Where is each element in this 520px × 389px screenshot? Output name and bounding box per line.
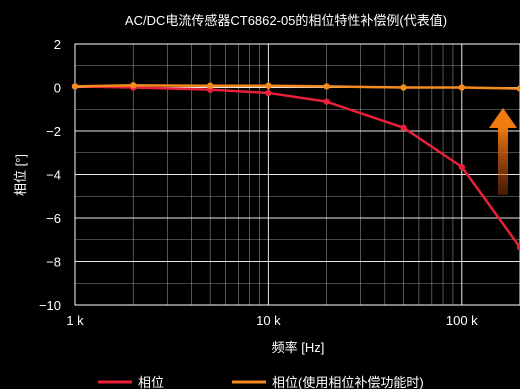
y-tick-label: −6 <box>46 211 61 226</box>
y-tick-labels: 2 0 −2 −4 −6 −8 −10 <box>39 37 61 313</box>
y-tick-label: 2 <box>54 37 61 52</box>
x-tick-labels: 1 k 10 k 100 k <box>66 313 478 328</box>
y-axis-label: 相位 [°] <box>13 154 28 196</box>
plot-frame <box>74 43 520 306</box>
data-point-compensated <box>458 84 465 91</box>
data-point-compensated <box>400 84 407 91</box>
data-point-phase <box>265 89 272 97</box>
data-point-compensated <box>265 82 272 89</box>
x-tick-label: 100 k <box>446 313 478 328</box>
data-point-compensated <box>206 82 214 89</box>
y-tick-label: −4 <box>46 168 61 183</box>
series-line-compensated <box>74 84 520 90</box>
data-point-compensated <box>71 83 79 90</box>
y-tick-label: −8 <box>46 255 61 270</box>
legend: 相位 相位(使用相位补偿功能时) <box>98 375 424 389</box>
y-tick-label: 0 <box>54 81 61 96</box>
data-point-phase <box>400 124 407 131</box>
series-line-phase <box>74 85 520 249</box>
data-point-phase <box>323 98 330 105</box>
x-axis-label: 频率 [Hz] <box>272 340 325 355</box>
y-tick-label: −2 <box>46 124 61 139</box>
compensation-arrow <box>489 108 517 195</box>
data-point-compensated <box>130 82 137 89</box>
x-tick-label: 1 k <box>66 313 84 328</box>
series-layer <box>71 82 520 251</box>
legend-label-compensated: 相位(使用相位补偿功能时) <box>272 375 424 389</box>
data-point-compensated <box>323 83 330 90</box>
x-tick-label: 10 k <box>256 313 281 328</box>
chart-title: AC/DC电流传感器CT6862-05的相位特性补偿例(代表值) <box>125 13 447 28</box>
data-point-phase <box>516 244 520 251</box>
data-point-phase <box>458 163 465 171</box>
legend-label-phase: 相位 <box>138 375 164 389</box>
y-tick-label: −10 <box>39 298 61 313</box>
data-point-compensated <box>516 85 520 92</box>
